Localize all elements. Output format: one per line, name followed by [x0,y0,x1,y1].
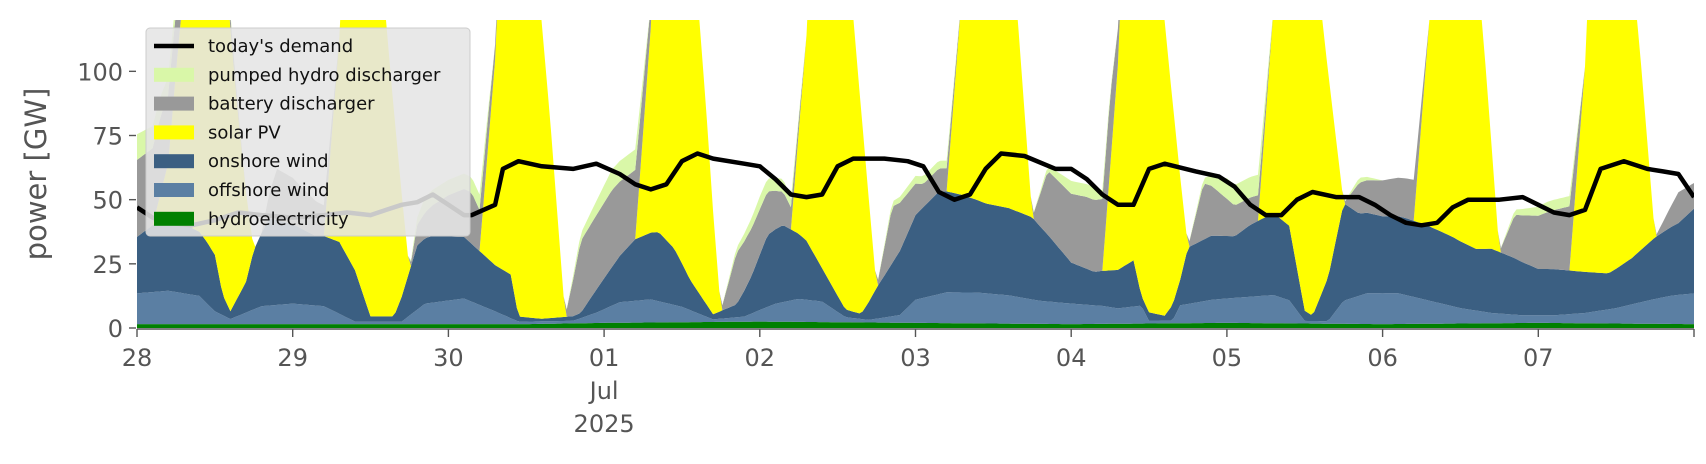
x-tick-label: 30 [433,344,464,372]
y-axis-label: power [GW] [19,88,53,261]
y-tick-label: 75 [92,123,123,151]
y-tick-label: 25 [92,251,123,279]
area-offshore-wind [137,290,1694,325]
legend-swatch [154,67,194,82]
legend-label: today's demand [208,36,353,57]
x-tick-label: 29 [277,344,308,372]
legend-swatch [154,211,194,226]
x-tick-label: 28 [122,344,153,372]
legend-label: solar PV [208,122,281,143]
axes: 0 25 50 75 100 28 29 30 01 Jul 2025 02 03 04 05 06 07 [77,58,1695,438]
legend-swatch [154,125,194,140]
legend-label: battery discharger [208,94,375,115]
x-tick-label: 02 [745,344,776,372]
y-tick-label: 50 [92,187,123,215]
x-tick-label: 06 [1367,344,1398,372]
legend-swatch [154,154,194,169]
x-tick-label: 2025 [574,410,635,438]
legend-label: hydroelectricity [208,209,349,230]
legend-swatch [154,183,194,197]
y-tick-label: 0 [108,315,123,343]
legend-swatch [154,96,194,111]
x-tick-label: 05 [1212,344,1243,372]
x-tick-label: Jul [588,377,619,405]
x-tick-label: 07 [1523,344,1554,372]
y-tick-label: 100 [77,58,123,86]
legend-label: offshore wind [208,180,330,201]
area-onshore-wind [137,191,1694,322]
legend-label: pumped hydro discharger [208,65,441,86]
x-tick-label: 01 [589,344,620,372]
x-tick-label: 03 [900,344,931,372]
legend-box [145,27,471,237]
area-solar-PV [137,20,1694,319]
area-layers [137,20,1694,328]
legend: today's demand pumped hydro discharger bat… [145,27,471,237]
area-hydroelectricity [137,321,1694,328]
x-tick-label: 04 [1056,344,1087,372]
legend-label: onshore wind [208,151,329,172]
